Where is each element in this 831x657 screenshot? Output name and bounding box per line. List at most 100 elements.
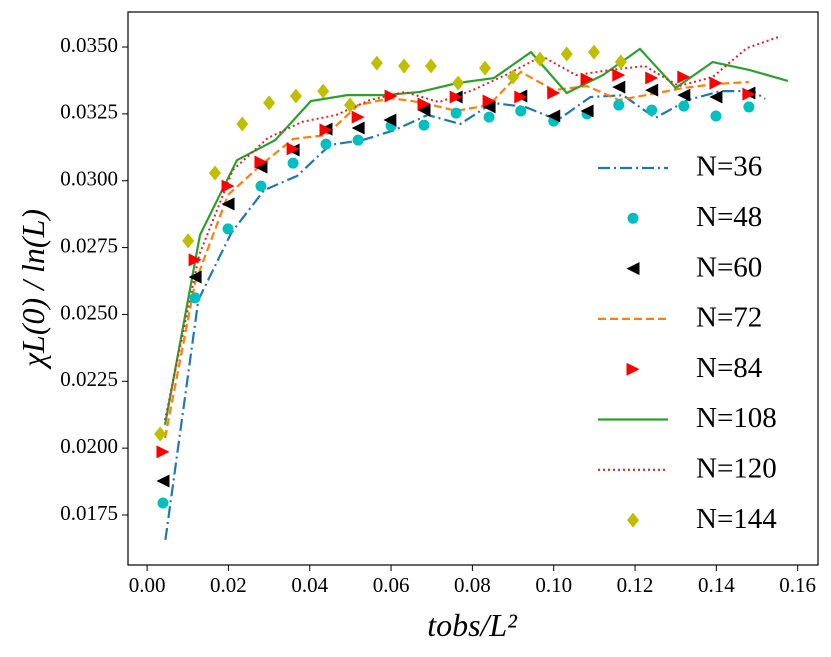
point — [645, 71, 659, 85]
x-tick-label: 0.02 — [210, 573, 247, 597]
point — [156, 445, 170, 459]
point — [383, 113, 397, 127]
point — [352, 134, 364, 146]
point — [514, 90, 528, 104]
point — [614, 54, 627, 70]
point — [384, 89, 398, 103]
y-tick-label: 0.0325 — [60, 100, 118, 124]
point — [254, 155, 268, 169]
point — [351, 110, 365, 124]
plot-frame — [127, 11, 819, 566]
point — [612, 68, 626, 82]
point — [351, 121, 365, 135]
x-tick-label: 0.08 — [454, 573, 491, 597]
legend-label: N=36 — [696, 151, 762, 183]
point — [450, 107, 462, 119]
series-line — [163, 70, 749, 439]
x-tick-label: 0.04 — [291, 573, 328, 597]
point — [221, 197, 235, 211]
point — [157, 497, 169, 509]
point — [236, 116, 249, 132]
point — [424, 58, 437, 74]
legend-marker — [627, 512, 639, 528]
point — [289, 88, 302, 104]
x-tick-label: 0.00 — [129, 573, 166, 597]
legend-label: N=60 — [696, 251, 762, 283]
legend-label: N=84 — [696, 352, 763, 384]
y-tick-label: 0.0350 — [60, 33, 118, 57]
point — [320, 138, 332, 150]
point — [370, 55, 383, 71]
point — [189, 292, 201, 304]
point — [452, 75, 465, 91]
point — [742, 87, 756, 101]
y-tick-label: 0.0200 — [60, 434, 118, 458]
point — [255, 180, 267, 192]
point — [743, 101, 755, 113]
point — [449, 90, 463, 104]
point — [710, 110, 722, 122]
legend-label: N=144 — [696, 503, 777, 535]
point — [645, 83, 659, 97]
point — [478, 60, 491, 76]
point — [182, 233, 195, 249]
legend-marker — [626, 362, 640, 376]
point — [646, 104, 658, 116]
point — [587, 44, 600, 60]
point — [482, 100, 496, 114]
x-axis-label: tobs/L² — [427, 607, 518, 643]
point — [398, 58, 411, 74]
point — [222, 223, 234, 235]
legend-label: N=48 — [696, 201, 762, 233]
legend-label: N=72 — [696, 302, 762, 334]
point — [612, 80, 626, 94]
x-tick-label: 0.16 — [779, 573, 816, 597]
point — [482, 94, 496, 108]
y-tick-label: 0.0250 — [60, 300, 118, 324]
point — [709, 90, 723, 104]
point — [709, 76, 723, 90]
y-tick-label: 0.0175 — [60, 501, 118, 525]
point — [580, 104, 594, 118]
point — [209, 165, 222, 181]
y-tick-label: 0.0275 — [60, 233, 118, 257]
x-tick-label: 0.06 — [373, 573, 410, 597]
point — [221, 179, 235, 193]
point — [188, 253, 202, 267]
x-tick-label: 0.10 — [535, 573, 572, 597]
point — [547, 86, 561, 100]
point — [344, 97, 357, 113]
legend-label: N=108 — [696, 402, 777, 434]
point — [677, 70, 691, 84]
point — [613, 99, 625, 111]
legend-marker — [627, 212, 639, 224]
y-tick-label: 0.0225 — [60, 367, 118, 391]
point — [677, 88, 691, 102]
x-tick-label: 0.12 — [617, 573, 654, 597]
point — [287, 157, 299, 169]
point — [188, 270, 202, 284]
point — [547, 109, 561, 123]
point — [678, 100, 690, 112]
point — [418, 119, 430, 131]
point — [507, 69, 520, 85]
point — [154, 426, 167, 442]
point — [317, 83, 330, 99]
point — [560, 46, 573, 62]
y-tick-label: 0.0300 — [60, 167, 118, 191]
point — [483, 111, 495, 123]
x-tick-label: 0.14 — [698, 573, 735, 597]
point — [286, 142, 300, 156]
point — [254, 160, 268, 174]
point — [580, 72, 594, 86]
point — [417, 103, 431, 117]
point — [156, 474, 170, 488]
point — [417, 97, 431, 111]
legend-label: N=120 — [696, 452, 777, 484]
series-line — [163, 47, 789, 426]
point — [263, 95, 276, 111]
y-axis-label: χL(0) / ln(L) — [15, 209, 51, 370]
legend-marker — [626, 262, 640, 276]
point — [515, 105, 527, 117]
